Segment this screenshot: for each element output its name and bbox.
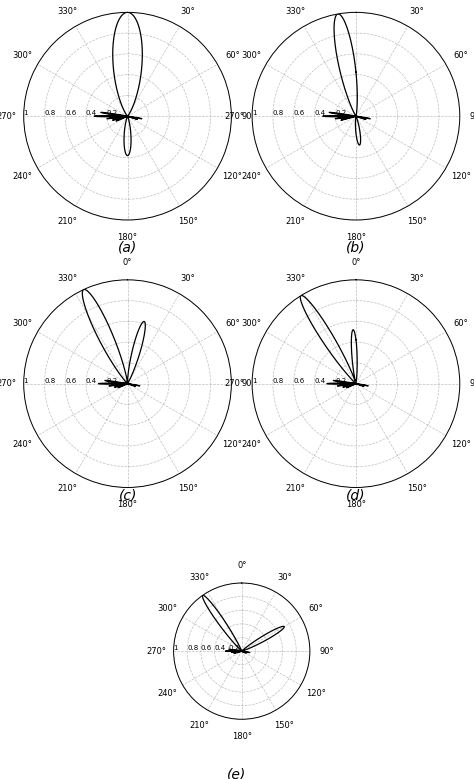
Text: (c): (c): [119, 488, 137, 502]
Text: (a): (a): [118, 241, 137, 255]
Text: (e): (e): [228, 767, 246, 779]
Text: (b): (b): [346, 241, 365, 255]
Text: (d): (d): [346, 488, 365, 502]
